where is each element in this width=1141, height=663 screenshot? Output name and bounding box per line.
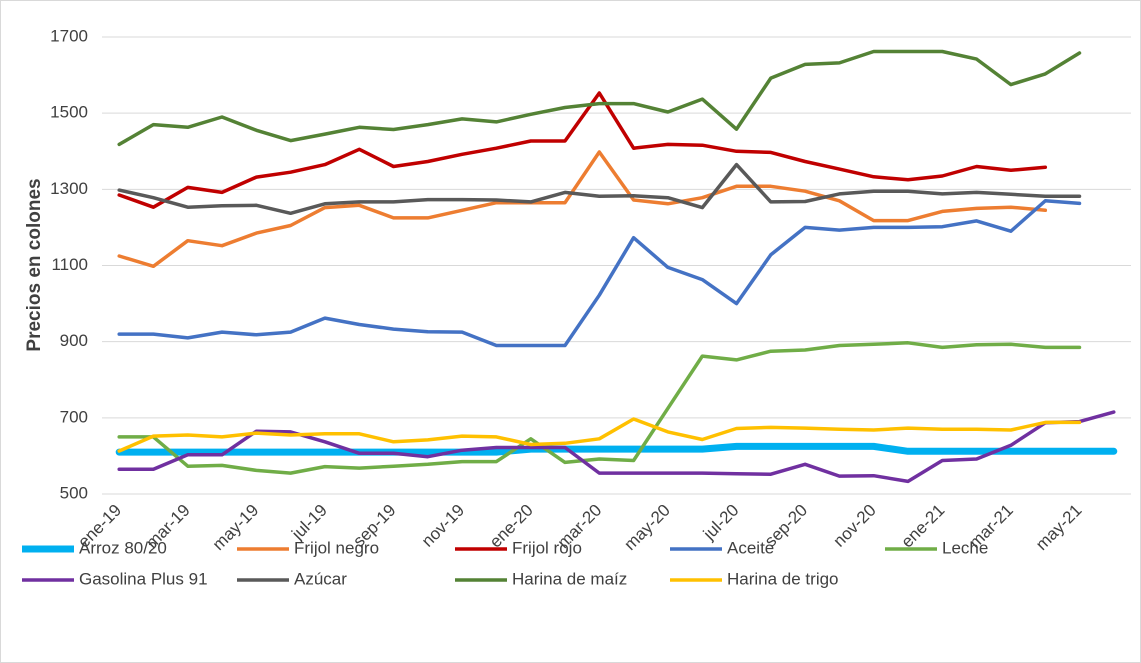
legend-label: Harina de maíz	[512, 569, 627, 588]
y-tick-label: 500	[60, 483, 88, 502]
y-tick-label: 700	[60, 407, 88, 426]
legend-label: Arroz 80/20	[79, 538, 167, 557]
y-tick-label: 1500	[50, 103, 88, 122]
series-line	[117, 341, 1082, 475]
y-tick-label: 1100	[51, 255, 88, 274]
y-axis-label: Precios en colones	[24, 178, 45, 351]
legend-label: Frijol rojo	[512, 538, 582, 557]
series-line	[117, 162, 1082, 216]
y-tick-label: 1700	[50, 26, 88, 45]
series-line	[117, 417, 1082, 453]
legend-label: Azúcar	[294, 569, 347, 588]
series-line	[117, 49, 1082, 147]
series-line	[117, 150, 1048, 269]
legend-label: Aceite	[727, 538, 774, 557]
series-line	[117, 410, 1116, 484]
legend-label: Frijol negro	[294, 538, 379, 557]
series-line	[117, 199, 1082, 348]
legend-label: Harina de trigo	[727, 569, 839, 588]
legend-label: Leche	[942, 538, 988, 557]
legend-label: Gasolina Plus 91	[79, 569, 208, 588]
y-tick-label: 900	[60, 331, 88, 350]
series-line	[117, 91, 1048, 209]
series-line	[115, 442, 1118, 456]
y-tick-label: 1300	[50, 179, 88, 198]
